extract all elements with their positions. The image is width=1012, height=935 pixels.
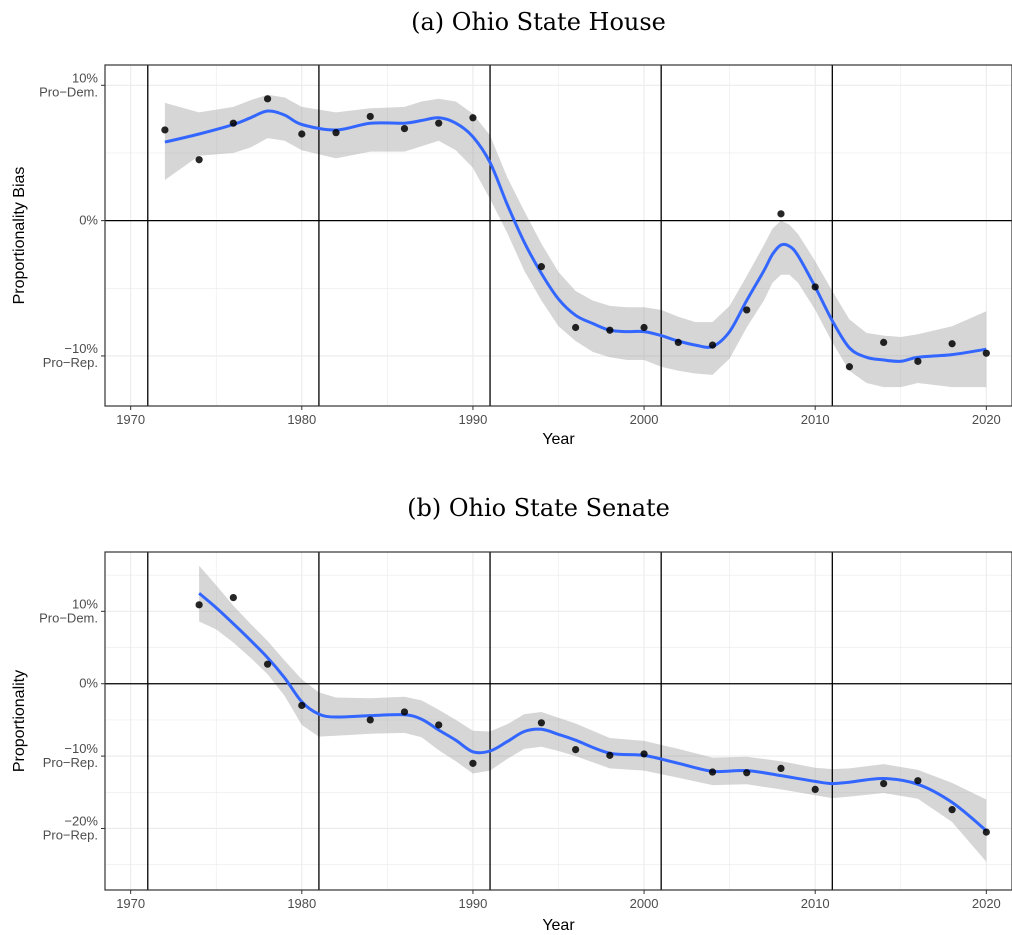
data-point [572,745,580,754]
data-point [469,114,477,122]
x-axis-title: Year [542,431,575,448]
data-point [400,124,409,133]
panel-border [104,551,1012,891]
data-point [537,719,545,727]
y-tick-label: 0% [79,676,98,691]
data-point [914,777,922,785]
y-axis: 10%Pro−Dem. 0% −10%Pro−Rep. Proportionality… [11,70,105,370]
x-tick-label: 2000 [630,412,659,427]
data-point [606,326,614,334]
data-point [400,708,409,716]
x-tick-label: 2000 [630,896,659,911]
data-point [845,363,854,371]
data-point [640,323,648,332]
data-point [298,701,306,710]
x-axis-title: Year [542,917,575,934]
panel-ohio-house: (a) Ohio State House 1970 1980 1990 2000 2010… [11,8,1012,448]
y-axis-title: Proportionality Bias [11,167,28,305]
reference-lines [105,552,1012,890]
x-tick-label: 1980 [287,412,316,427]
y-tick-sublabel: Pro−Rep. [43,827,98,842]
data-point [743,769,751,777]
panel-title: (b) Ohio State Senate [407,494,670,522]
data-point [229,593,237,602]
panel-ohio-senate: (b) Ohio State Senate 1970 1980 1990 2000 201… [11,494,1012,934]
x-tick-label: 1990 [458,412,487,427]
y-tick-sublabel: Pro−Dem. [39,84,98,99]
y-tick-label: −10% [64,341,98,356]
smooth-trend-line [164,109,987,363]
data-point [469,759,477,767]
data-point [572,323,580,332]
panel-title: (a) Ohio State House [411,8,666,36]
data-point [982,349,990,357]
data-point [948,806,956,814]
data-point [777,210,785,218]
y-tick-label: 10% [72,70,98,85]
data-point [195,156,203,164]
confidence-band [164,94,987,388]
y-tick-label: −10% [64,741,98,756]
data-point [366,716,374,724]
data-point [195,601,203,609]
data-point [880,780,888,788]
data-points [161,95,990,371]
data-point [263,660,272,668]
x-tick-label: 1970 [116,412,145,427]
x-axis: 1970 1980 1990 2000 2010 2020 Year [116,406,1001,448]
data-point [914,357,922,365]
x-tick-label: 1970 [116,896,145,911]
y-axis: 10%Pro−Dem.0%−10%Pro−Rep.−20%Pro−Rep.Pro… [11,596,105,842]
data-point [229,119,237,127]
y-tick-label: 10% [72,596,98,611]
y-tick-label: −20% [64,813,98,828]
data-point [366,112,374,121]
data-point [743,306,751,314]
y-tick-sublabel: Pro−Dem. [39,610,98,625]
x-tick-label: 2020 [972,412,1001,427]
data-point [674,338,682,347]
data-point [537,263,545,271]
data-point [811,785,819,793]
data-point [332,129,340,137]
data-point [777,764,785,773]
x-tick-label: 1990 [458,896,487,911]
data-point [708,768,717,776]
data-point [948,340,956,348]
data-point [880,338,888,347]
y-tick-label: 0% [79,213,98,228]
data-point [982,828,990,836]
data-point [435,721,443,729]
y-tick-sublabel: Pro−Rep. [43,355,98,370]
panel-border [104,64,1012,407]
x-tick-label: 2010 [801,896,830,911]
x-tick-label: 2010 [801,412,830,427]
smooth-trend-line [198,592,988,832]
data-point [161,126,169,134]
data-point [435,119,443,127]
data-point [640,750,648,758]
confidence-band [199,565,987,862]
x-axis: 1970 1980 1990 2000 2010 2020 Year [116,890,1001,934]
y-axis-title: Proportionality [11,670,28,772]
x-tick-label: 1980 [287,896,316,911]
y-tick-sublabel: Pro−Rep. [43,755,98,770]
x-tick-label: 2020 [972,896,1001,911]
reference-lines [105,65,1012,406]
data-point [708,341,717,349]
data-point [606,751,614,759]
data-point [263,95,272,103]
data-point [811,283,819,291]
data-point [298,130,306,138]
data-points [195,593,990,836]
